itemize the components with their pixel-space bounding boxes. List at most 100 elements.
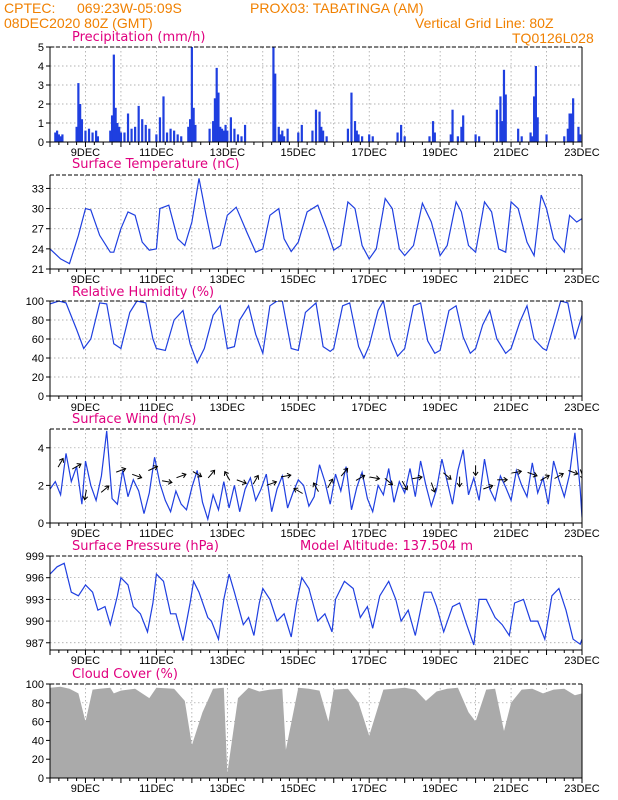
precip-bar: [433, 132, 436, 142]
precip-bar: [502, 69, 506, 142]
precip-bar: [114, 107, 117, 142]
y-tick-label: 0: [38, 773, 44, 785]
y-tick-label: 4: [38, 61, 44, 73]
precip-bar: [529, 132, 532, 142]
precip-bar: [169, 128, 172, 142]
precip-bar: [478, 136, 481, 142]
precip-bar: [194, 124, 197, 142]
x-tick-label: 19DEC: [422, 274, 458, 286]
x-tick-label: 21DEC: [493, 274, 529, 286]
x-tick-label: 17DEC: [351, 783, 387, 795]
precip-bar: [155, 134, 158, 142]
x-tick-label: 23DEC: [564, 528, 600, 540]
precip-bar: [109, 130, 112, 142]
x-tick-label: 21DEC: [493, 528, 529, 540]
x-tick-label: 11DEC: [139, 528, 174, 540]
precip-bar: [400, 124, 403, 142]
header-run-date: 08DEC2020 80Z (GMT): [4, 15, 153, 31]
x-tick-label: 13DEC: [210, 528, 246, 540]
chart-temp: 21 24 27 30 33 9DEC 11DEC 13DEC 15DEC 17DEC 19DEC 2…: [32, 157, 600, 286]
x-tick-label: 23DEC: [564, 274, 600, 286]
x-tick-label: 23DEC: [564, 402, 600, 414]
header-model: TQ0126L028: [512, 30, 594, 46]
y-tick-label: 2: [38, 480, 44, 492]
y-tick-label: 0: [38, 518, 44, 530]
x-tick-label: 13DEC: [210, 274, 246, 286]
plot-area-rh: [50, 301, 582, 365]
precip-bar: [165, 132, 169, 142]
wind-arrow: [207, 469, 216, 479]
wind-arrow: [176, 472, 187, 479]
precip-bar: [501, 121, 504, 142]
precip-bar: [563, 136, 566, 142]
y-tick-label: 999: [26, 551, 44, 563]
y-tick-label: 990: [26, 616, 44, 628]
x-tick-label: 9DEC: [71, 274, 100, 286]
chart-title-rh: Relative Humidity (%): [72, 285, 214, 300]
y-tick-label: 4: [38, 443, 44, 455]
x-tick-label: 15DEC: [281, 528, 317, 540]
precip-bar: [208, 128, 211, 142]
precip-bar: [59, 136, 62, 142]
precip-bar: [130, 128, 133, 142]
precip-bar: [282, 136, 286, 142]
precip-bar: [77, 83, 80, 142]
precip-bar: [54, 132, 57, 142]
wind-arrow: [100, 485, 110, 493]
chart-rh: 0 20 40 60 80 100 9DEC 11DEC 13DEC 15DEC 17DEC 19DE…: [26, 285, 600, 414]
wind-arrow: [369, 475, 381, 482]
precip-bar: [396, 132, 399, 142]
precip-bar: [141, 119, 144, 142]
precip-bar: [368, 134, 371, 142]
wind-arrow: [192, 471, 203, 478]
precip-bar: [495, 109, 498, 142]
y-tick-label: 40: [32, 353, 44, 365]
wind-arrow: [412, 474, 423, 481]
precip-bar: [134, 126, 137, 142]
precip-bar: [180, 136, 183, 142]
wind-arrow: [497, 476, 509, 483]
precip-bar: [192, 107, 195, 142]
precip-bar: [137, 105, 140, 142]
precip-bar: [350, 92, 353, 142]
x-tick-label: 15DEC: [281, 402, 317, 414]
wind-arrow: [223, 470, 231, 481]
chart-title-pres: Surface Pressure (hPa): [72, 539, 219, 554]
y-tick-label: 20: [32, 372, 44, 384]
y-tick-label: 996: [26, 573, 44, 585]
x-tick-label: 15DEC: [281, 147, 317, 159]
precip-bar: [75, 126, 78, 142]
wind-arrow: [280, 472, 292, 479]
chart-title-cloud: Cloud Cover (%): [72, 667, 178, 682]
precip-bar: [236, 134, 240, 142]
y-tick-label: 80: [32, 315, 44, 327]
precip-bar: [119, 132, 123, 142]
precip-bar: [79, 104, 82, 142]
y-tick-label: 60: [32, 717, 44, 729]
header-grid-line: Vertical Grid Line: 80Z: [415, 15, 554, 31]
y-tick-label: 987: [26, 638, 44, 650]
wind-arrow: [293, 487, 303, 494]
plot-area-cloud: [50, 686, 582, 778]
precip-bar: [96, 136, 99, 142]
precip-bar: [297, 132, 300, 142]
chart-title-wind: Surface Wind (m/s): [72, 412, 196, 427]
precip-bar: [499, 96, 502, 142]
precip-bar: [217, 92, 220, 142]
precip-bar: [536, 117, 539, 142]
precip-bar: [300, 124, 303, 142]
x-tick-label: 11DEC: [139, 783, 174, 795]
precip-bar: [572, 98, 575, 142]
wind-arrow: [266, 480, 278, 486]
x-tick-label: 21DEC: [493, 147, 529, 159]
chart-title-temp: Surface Temperature (nC): [72, 157, 240, 172]
wind-arrow: [568, 470, 579, 476]
precip-bar: [325, 136, 328, 142]
wind-arrow: [312, 482, 319, 492]
cloud-cover-area: [50, 686, 582, 778]
precip-bar: [531, 136, 534, 142]
chart-pres: 987 990 993 996 999 9DEC 11DEC 13DEC 15DEC 17DEC 1…: [26, 539, 600, 667]
wind-arrow: [57, 457, 65, 468]
plot-area-precip: [54, 47, 582, 142]
